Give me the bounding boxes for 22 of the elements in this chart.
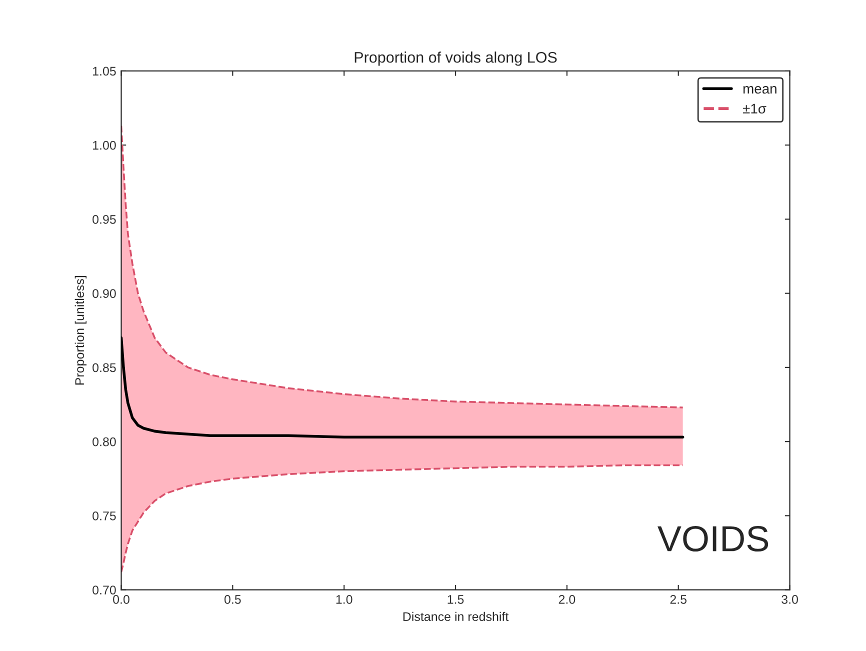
y-tick-label: 1.00	[93, 140, 116, 150]
y-tick-label: 0.95	[92, 215, 116, 224]
line-series	[121, 336, 684, 439]
legend-label: mean	[743, 86, 776, 94]
y-tick-label: 0.80	[92, 437, 116, 446]
y-tick-label: 0.70	[92, 586, 116, 594]
x-tick-label: 2.0	[558, 594, 576, 604]
y-axis-title: Proportion [unitless]	[74, 276, 86, 385]
legend-label: ±1σ	[742, 104, 766, 114]
y-tick-label: 0.85	[92, 363, 116, 372]
x-tick-label: 0.0	[113, 594, 130, 604]
x-tick-label: 2.5	[670, 594, 687, 604]
y-tick-label: 1.05	[93, 66, 116, 76]
x-tick-label: 0.5	[224, 594, 241, 604]
y-tick-label: 0.90	[92, 289, 116, 298]
annotation: VOIDS	[658, 526, 768, 552]
x-axis-title: Distance in redshift	[403, 612, 509, 622]
chart-title: Proportion of voids along LOS	[354, 52, 557, 66]
x-tick-label: 1.0	[336, 594, 352, 604]
x-tick-label: 3.0	[782, 594, 798, 604]
x-tick-label: 1.5	[448, 595, 464, 604]
y-tick-label: 0.75	[92, 511, 116, 520]
